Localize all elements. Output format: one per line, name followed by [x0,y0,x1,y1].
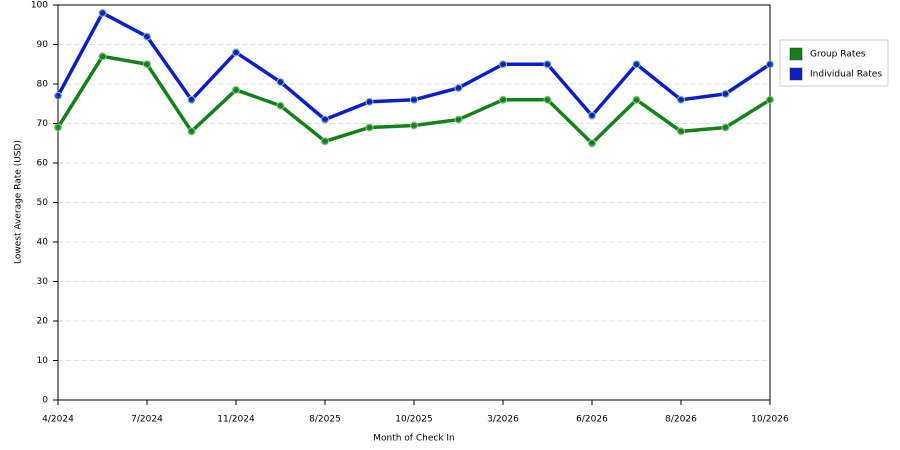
data-point [499,95,507,104]
x-tick-label: 8/2025 [309,415,341,425]
y-tick-label: 0 [42,396,48,406]
data-point [454,115,463,124]
data-point [588,139,596,148]
y-tick-label: 50 [37,198,49,208]
y-tick-label: 20 [37,317,49,327]
y-tick-label: 100 [31,1,48,11]
data-point [632,60,641,69]
legend-label: Individual Rates [810,70,882,80]
data-point [721,89,730,98]
x-tick-label: 10/2025 [395,415,432,425]
data-point [766,60,774,69]
data-point [187,127,196,136]
data-point [632,95,641,104]
data-point [365,123,374,132]
y-tick-label: 70 [37,119,49,129]
data-point [454,83,463,92]
x-tick-label: 10/2026 [751,415,789,425]
data-point [499,60,507,69]
data-point [143,60,151,69]
y-tick-label: 40 [37,238,49,248]
x-tick-label: 8/2026 [665,415,697,425]
legend-swatch [789,67,803,81]
data-point [410,95,418,104]
data-point [54,91,62,100]
data-point [321,115,329,124]
data-point [677,127,685,136]
x-tick-label: 6/2026 [576,415,608,425]
data-point [543,60,552,69]
y-tick-label: 80 [37,80,49,90]
data-point [276,101,285,110]
y-tick-label: 60 [37,159,49,169]
legend-swatch [789,47,803,61]
legend-label: Group Rates [810,50,866,60]
x-tick-label: 3/2026 [487,415,519,425]
y-tick-label: 90 [37,40,49,50]
x-axis-label: Month of Check In [373,434,455,444]
data-point [98,52,107,61]
data-point [187,95,196,104]
data-point [321,137,329,146]
data-point [543,95,552,104]
data-point [232,48,240,57]
x-tick-label: 11/2024 [217,415,255,425]
y-tick-label: 10 [37,356,49,366]
data-point [588,111,596,120]
y-tick-label: 30 [37,277,49,287]
data-point [143,32,151,41]
x-tick-label: 4/2024 [42,415,74,425]
data-point [98,8,107,17]
data-point [677,95,685,104]
data-point [365,97,374,106]
data-point [766,95,774,104]
data-point [721,123,730,132]
data-point [410,121,418,130]
data-point [54,123,62,132]
y-axis-label: Lowest Average Rate (USD) [14,140,24,264]
data-point [276,78,285,87]
data-point [232,85,240,94]
x-tick-label: 7/2024 [131,415,163,425]
